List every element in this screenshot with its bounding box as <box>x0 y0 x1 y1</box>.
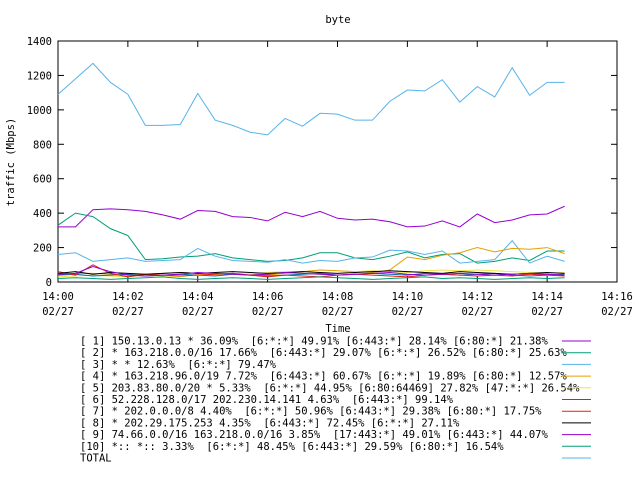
legend-label: [ 1] 150.13.0.13 * 36.09% [6:*:*] 49.91%… <box>80 336 548 348</box>
legend-label: [ 3] * * 12.63% [6:*:*] 79.47% <box>80 359 277 371</box>
series-line <box>57 239 565 264</box>
x-axis-label: Time <box>325 323 350 335</box>
y-tick-label: 200 <box>33 243 52 255</box>
legend-label: [ 2] * 163.218.0.0/16 17.66% [6:443:*] 2… <box>80 347 567 359</box>
y-tick-label: 1400 <box>27 36 52 48</box>
series-line <box>57 62 565 136</box>
series-line <box>57 212 565 264</box>
x-tick-label: 14:02 02/27 <box>112 291 144 318</box>
series-line <box>57 270 565 275</box>
y-tick-label: 600 <box>33 174 52 186</box>
legend-label: [ 6] 52.228.128.0/17 202.230.14.141 4.63… <box>80 394 454 406</box>
legend-label: [ 9] 74.66.0.0/16 163.218.0.0/16 3.85% [… <box>80 429 548 441</box>
y-tick-label: 1000 <box>27 105 52 117</box>
x-tick-label: 14:14 02/27 <box>531 291 563 318</box>
x-tick-label: 14:08 02/27 <box>322 291 354 318</box>
x-tick-label: 14:12 02/27 <box>461 291 493 318</box>
plot-border <box>57 40 618 283</box>
series-line <box>57 264 565 278</box>
x-tick-label: 14:10 02/27 <box>392 291 424 318</box>
legend-label: [ 5] 203.83.80.0/20 * 5.33% [6:*:*] 44.9… <box>80 382 580 394</box>
y-tick-label: 0 <box>46 277 52 289</box>
series-line <box>58 205 565 228</box>
legend-label: [ 7] * 202.0.0.0/8 4.40% [6:*:*] 50.96% … <box>80 406 542 418</box>
chart-title: byte <box>325 14 350 26</box>
y-tick-label: 400 <box>33 208 52 220</box>
y-axis-label: traffic (Mbps) <box>5 118 17 207</box>
x-tick-label: 14:04 02/27 <box>182 291 214 318</box>
x-tick-label: 14:06 02/27 <box>252 291 284 318</box>
series-line <box>57 276 565 280</box>
legend-label: [ 4] * 163.218.96.0/19 7.72% [6:443:*] 6… <box>80 371 567 383</box>
x-tick-label: 14:00 02/27 <box>42 291 74 318</box>
legend-label: [10] *:: *:: 3.33% [6:*:*] 48.45% [6:443… <box>80 441 504 453</box>
y-tick-label: 1200 <box>27 70 52 82</box>
x-tick-label: 14:16 02/27 <box>601 291 633 318</box>
legend-label: [ 8] * 202.29.175.253 4.35% [6:443:*] 72… <box>80 417 460 429</box>
legend-label: TOTAL <box>80 453 112 465</box>
y-tick-label: 800 <box>33 139 52 151</box>
series-line <box>57 265 565 277</box>
